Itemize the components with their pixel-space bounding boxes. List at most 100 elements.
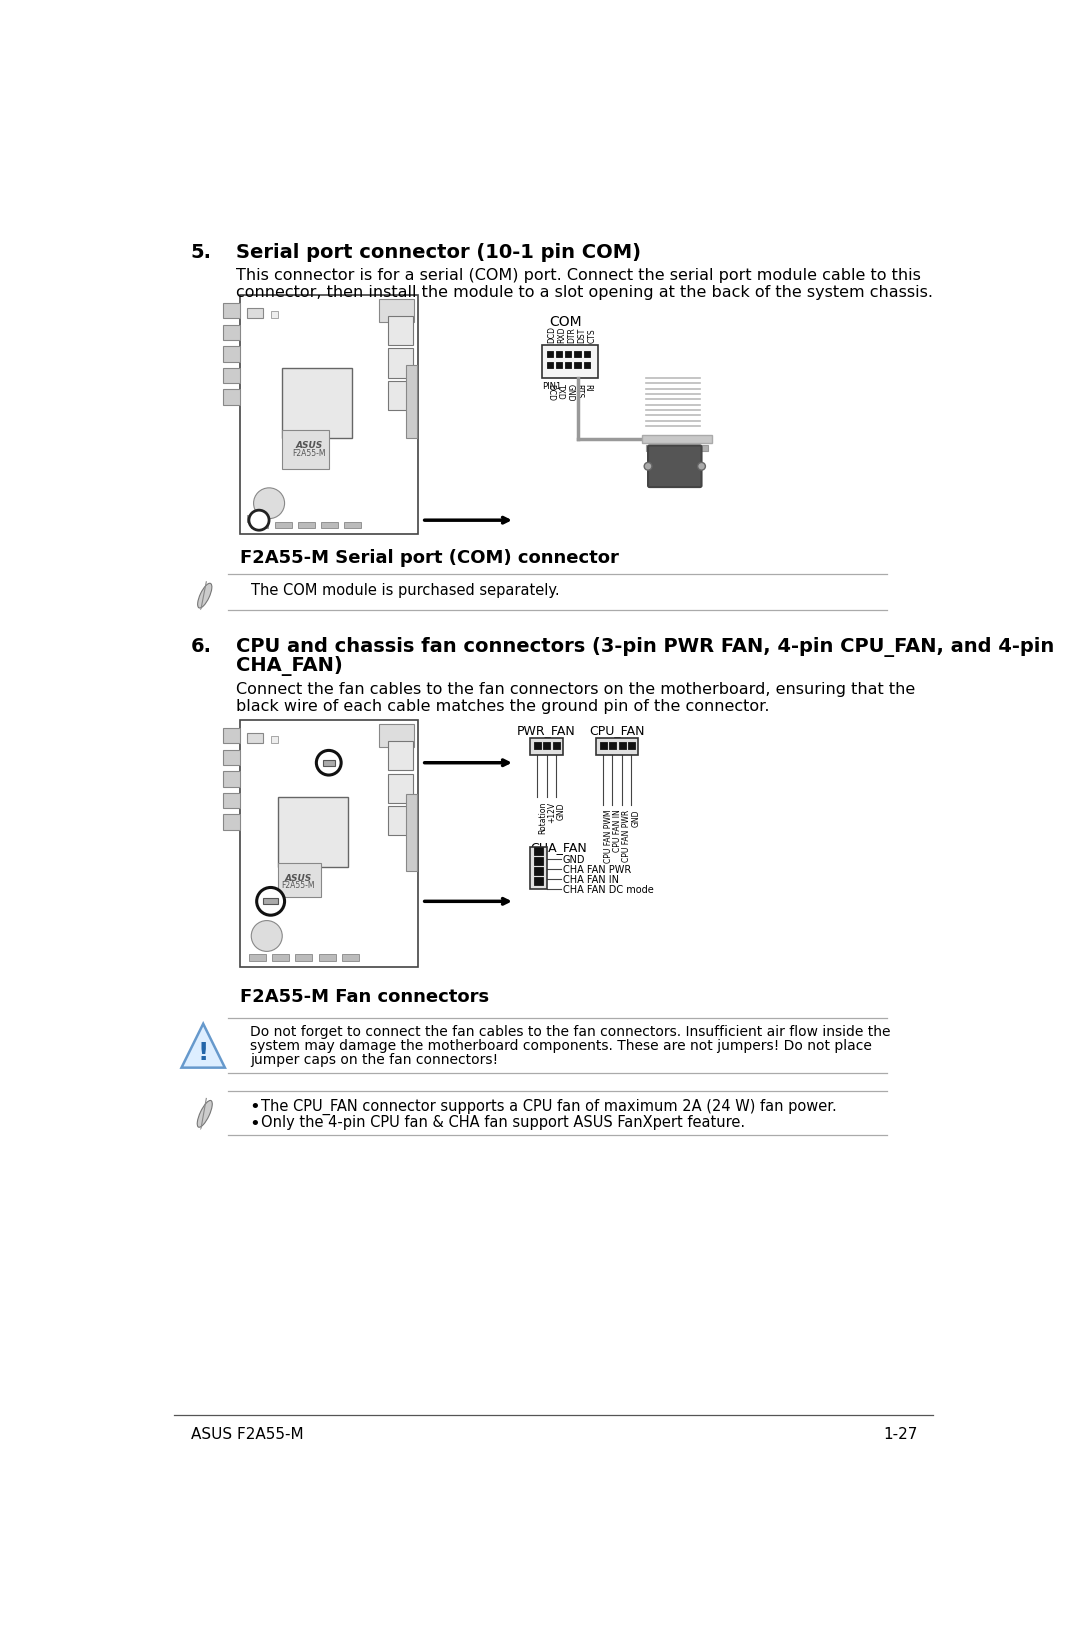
Text: +12V: +12V (548, 802, 556, 823)
Text: F2A55-M Fan connectors: F2A55-M Fan connectors (240, 988, 489, 1007)
Text: CHA FAN DC mode: CHA FAN DC mode (563, 885, 653, 895)
Bar (240, 721, 418, 966)
FancyBboxPatch shape (648, 446, 702, 486)
Bar (575, 351, 581, 356)
Text: RI: RI (583, 384, 593, 392)
Bar (345, 522, 362, 527)
Text: !: ! (198, 1041, 208, 1066)
Text: Do not forget to connect the fan cables to the fan connectors. Insufficient air : Do not forget to connect the fan cables … (249, 1025, 890, 1040)
Text: The COM module is purchased separately.: The COM module is purchased separately. (252, 584, 559, 599)
Text: This connector is for a serial (COM) port. Connect the serial port module cable : This connector is for a serial (COM) por… (235, 267, 920, 283)
Bar (222, 303, 240, 319)
Text: 5.: 5. (191, 242, 212, 262)
Text: CHA_FAN): CHA_FAN) (235, 656, 342, 675)
Ellipse shape (199, 608, 206, 620)
Bar (298, 522, 314, 527)
Bar (406, 794, 417, 870)
Text: TXD: TXD (556, 384, 565, 400)
Text: PIN1: PIN1 (542, 382, 562, 390)
Ellipse shape (198, 1100, 213, 1128)
Bar (627, 742, 635, 748)
Text: DTR: DTR (567, 327, 577, 343)
Bar (389, 316, 414, 345)
Bar (600, 742, 607, 748)
Text: The CPU_FAN connector supports a CPU fan of maximum 2A (24 W) fan power.: The CPU_FAN connector supports a CPU fan… (260, 1098, 836, 1114)
Text: jumper caps on the fan connectors!: jumper caps on the fan connectors! (249, 1053, 498, 1067)
Bar (240, 296, 418, 534)
Bar (535, 848, 543, 856)
Bar (642, 436, 712, 443)
Text: system may damage the motherboard components. These are not jumpers! Do not plac: system may damage the motherboard compon… (249, 1040, 872, 1053)
Bar (247, 514, 267, 522)
Bar (583, 361, 590, 368)
Text: CPU FAN IN: CPU FAN IN (613, 810, 622, 853)
Bar (222, 325, 240, 340)
Bar (279, 862, 321, 898)
Bar (222, 727, 240, 744)
Bar (553, 742, 559, 748)
Bar (389, 805, 414, 835)
Text: Rotation: Rotation (538, 802, 546, 835)
Bar (319, 955, 336, 960)
Bar (596, 739, 638, 755)
Polygon shape (181, 1023, 225, 1067)
Text: F2A55-M: F2A55-M (293, 449, 326, 459)
Bar (222, 771, 240, 786)
Text: GND: GND (632, 810, 640, 827)
Text: DST: DST (578, 327, 586, 343)
Circle shape (698, 462, 705, 470)
Bar (271, 311, 279, 319)
Text: DCD: DCD (548, 325, 556, 343)
Text: Only the 4-pin CPU fan & CHA fan support ASUS FanXpert feature.: Only the 4-pin CPU fan & CHA fan support… (260, 1116, 745, 1131)
Bar (271, 735, 279, 744)
Text: CHA FAN IN: CHA FAN IN (563, 875, 619, 885)
Circle shape (257, 887, 284, 916)
Bar (619, 742, 625, 748)
Text: CPU and chassis fan connectors (3-pin PWR FAN, 4-pin CPU_FAN, and 4-pin: CPU and chassis fan connectors (3-pin PW… (235, 638, 1054, 657)
Bar (222, 368, 240, 382)
Text: Connect the fan cables to the fan connectors on the motherboard, ensuring that t: Connect the fan cables to the fan connec… (235, 682, 915, 696)
Text: 1-27: 1-27 (883, 1427, 918, 1442)
Bar (543, 742, 551, 748)
Text: ASUS: ASUS (284, 874, 311, 883)
Bar (565, 361, 571, 368)
Text: RTS: RTS (575, 384, 583, 399)
Bar (583, 351, 590, 356)
Text: GND: GND (563, 854, 585, 864)
Text: ASUS F2A55-M: ASUS F2A55-M (191, 1427, 303, 1442)
Circle shape (644, 462, 652, 470)
Text: connector, then install the module to a slot opening at the back of the system c: connector, then install the module to a … (235, 285, 933, 299)
Text: PWR_FAN: PWR_FAN (516, 724, 576, 737)
Bar (222, 815, 240, 830)
Bar (535, 742, 541, 748)
Bar (282, 430, 328, 469)
Bar (389, 381, 414, 410)
Bar (389, 773, 414, 802)
Text: •: • (249, 1098, 260, 1116)
Bar (565, 351, 571, 356)
Bar (406, 364, 417, 438)
Bar (535, 877, 543, 885)
Bar (575, 361, 581, 368)
Bar (272, 955, 289, 960)
Text: CHA FAN PWR: CHA FAN PWR (563, 866, 631, 875)
Text: ASUS: ASUS (296, 441, 323, 451)
Bar (222, 389, 240, 405)
Bar (556, 361, 562, 368)
Bar (389, 742, 414, 771)
Text: RXD: RXD (557, 327, 566, 343)
Bar (274, 522, 292, 527)
Bar (609, 742, 617, 748)
Circle shape (316, 750, 341, 774)
Bar (389, 348, 414, 377)
Bar (321, 522, 338, 527)
Ellipse shape (198, 582, 212, 608)
Text: CPU FAN PWM: CPU FAN PWM (604, 810, 612, 864)
Text: DCD: DCD (546, 384, 555, 400)
Bar (535, 867, 543, 875)
Text: CPU FAN PWR: CPU FAN PWR (622, 810, 632, 862)
Bar (530, 848, 548, 888)
Bar (379, 724, 414, 747)
Bar (542, 345, 597, 377)
Text: Serial port connector (10-1 pin COM): Serial port connector (10-1 pin COM) (235, 242, 640, 262)
